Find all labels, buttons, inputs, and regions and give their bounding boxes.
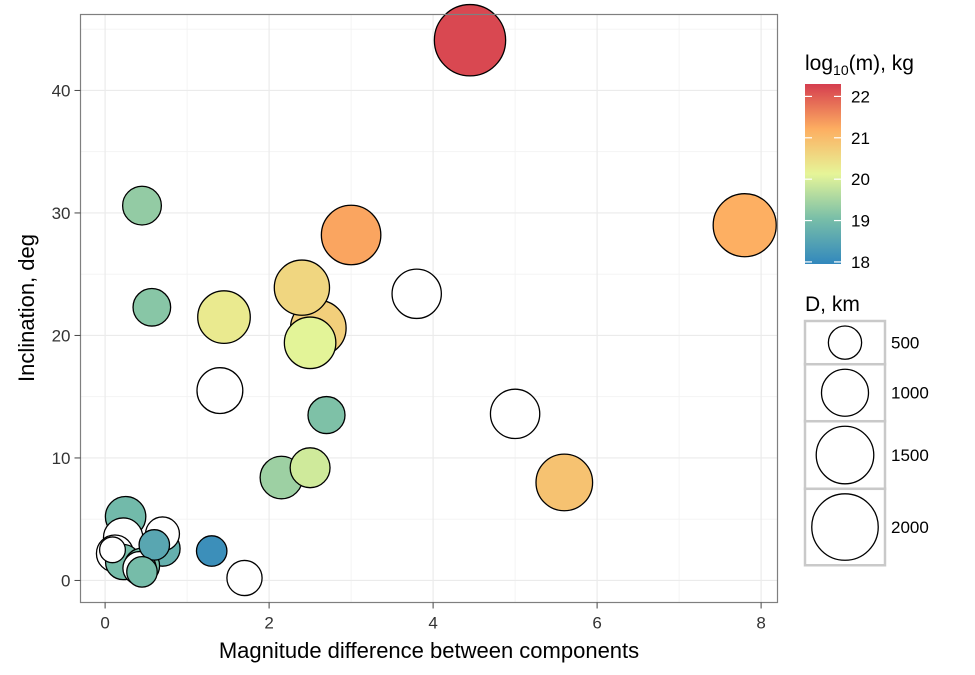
data-point bbox=[126, 555, 158, 588]
data-point bbox=[226, 559, 263, 597]
data-point bbox=[138, 529, 171, 561]
color-legend-title-main: log bbox=[805, 52, 833, 75]
data-point bbox=[307, 395, 346, 435]
y-axis-label: Inclination, deg bbox=[14, 234, 39, 382]
data-point bbox=[197, 290, 251, 344]
y-tick-label: 30 bbox=[52, 204, 71, 223]
color-legend-title-sub: 10 bbox=[833, 62, 849, 78]
size-legend-label: 500 bbox=[891, 334, 919, 353]
color-legend: log10(m), kg 18 19 20 21 22 bbox=[805, 52, 914, 272]
minor-grid bbox=[80, 14, 778, 603]
colorbar-tick-label: 22 bbox=[851, 87, 870, 106]
major-grid bbox=[80, 14, 778, 603]
x-axis: 0 2 4 6 8 bbox=[100, 602, 766, 633]
y-tick-label: 20 bbox=[52, 326, 71, 345]
y-axis: 0 10 20 30 40 bbox=[52, 81, 81, 590]
data-point bbox=[712, 193, 777, 258]
size-legend: D, km 500 1000 1500 2000 bbox=[803, 293, 929, 567]
colorbar-tick-label: 20 bbox=[851, 170, 870, 189]
data-point bbox=[196, 367, 244, 415]
data-point bbox=[273, 259, 331, 316]
y-tick-label: 10 bbox=[52, 449, 71, 468]
data-point bbox=[283, 316, 337, 370]
size-legend-circle bbox=[820, 368, 870, 417]
data-point bbox=[320, 204, 382, 266]
size-legend-circle bbox=[811, 493, 879, 561]
size-legend-label: 2000 bbox=[891, 518, 929, 537]
data-point bbox=[489, 388, 541, 440]
x-axis-label: Magnitude difference between components bbox=[219, 638, 639, 663]
data-points bbox=[95, 3, 777, 597]
colorbar-ticks: 18 19 20 21 22 bbox=[805, 87, 870, 272]
data-point bbox=[195, 535, 228, 567]
size-legend-label: 1500 bbox=[891, 446, 929, 465]
data-point bbox=[121, 185, 163, 226]
data-point bbox=[98, 536, 127, 564]
data-point bbox=[535, 453, 594, 512]
colorbar-tick-label: 21 bbox=[851, 129, 870, 148]
colorbar-tick-label: 19 bbox=[851, 212, 870, 231]
size-legend-circle bbox=[815, 425, 875, 485]
x-tick-label: 4 bbox=[428, 614, 437, 633]
color-legend-title: log10(m), kg bbox=[805, 52, 914, 78]
y-tick-label: 40 bbox=[52, 81, 71, 100]
x-tick-label: 8 bbox=[756, 614, 765, 633]
size-legend-title: D, km bbox=[805, 293, 860, 316]
data-point bbox=[391, 268, 442, 320]
x-tick-label: 2 bbox=[264, 614, 273, 633]
data-point bbox=[289, 447, 331, 489]
data-point bbox=[433, 3, 507, 77]
size-legend-label: 1000 bbox=[891, 384, 929, 403]
size-legend-keys: 500 1000 1500 2000 bbox=[803, 319, 929, 567]
plot-panel-border bbox=[79, 13, 779, 604]
x-tick-label: 6 bbox=[592, 614, 601, 633]
y-tick-label: 0 bbox=[61, 571, 70, 590]
x-tick-label: 0 bbox=[100, 614, 109, 633]
color-legend-title-rest: (m), kg bbox=[849, 52, 914, 75]
size-legend-circle bbox=[827, 325, 863, 360]
data-point bbox=[132, 287, 172, 327]
colorbar bbox=[805, 84, 841, 264]
colorbar-tick-label: 18 bbox=[851, 253, 870, 272]
